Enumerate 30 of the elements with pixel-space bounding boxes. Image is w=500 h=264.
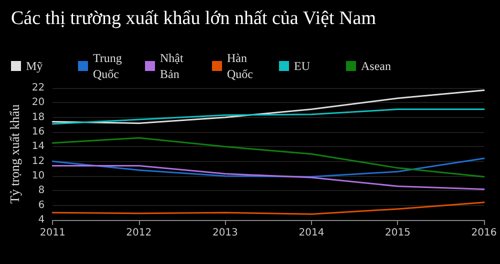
legend-label: Mỹ: [26, 59, 43, 73]
line-series: [52, 164, 485, 190]
legend-label: Trung Quốc: [93, 51, 125, 81]
line-series: [52, 202, 485, 215]
x-tick-label: 2016: [471, 228, 497, 238]
x-tick-label: 2011: [40, 228, 66, 238]
line-series: [52, 137, 485, 178]
y-tick-label: 14: [32, 141, 45, 152]
legend-label: Hàn Quốc: [227, 51, 253, 81]
chart-title: Các thị trường xuất khẩu lớn nhất của Việt Nam: [11, 8, 376, 29]
y-tick-label: 20: [32, 97, 45, 108]
line-series: [52, 158, 485, 178]
y-tick-label: 22: [32, 82, 45, 94]
y-axis-title: Tỷ trọng xuất khẩu: [7, 104, 22, 204]
y-tick-label: 8: [38, 185, 45, 196]
line-series: [52, 89, 485, 124]
legend-label: Nhật Bản: [160, 51, 186, 81]
y-tick-label: 6: [38, 200, 45, 211]
x-tick-label: 2014: [298, 228, 324, 238]
y-tick-label: 12: [32, 156, 45, 167]
legend-label: Asean: [361, 59, 391, 73]
y-tick-label: 18: [32, 112, 45, 123]
x-tick-label: 2012: [126, 228, 152, 238]
x-tick-label: 2013: [212, 228, 238, 238]
y-tick-label: 4: [38, 214, 45, 226]
line-series: [52, 108, 485, 125]
legend-label: EU: [294, 59, 310, 73]
y-tick-label: 10: [32, 170, 45, 182]
y-tick-label: 16: [32, 126, 45, 138]
x-tick-label: 2015: [385, 228, 410, 238]
